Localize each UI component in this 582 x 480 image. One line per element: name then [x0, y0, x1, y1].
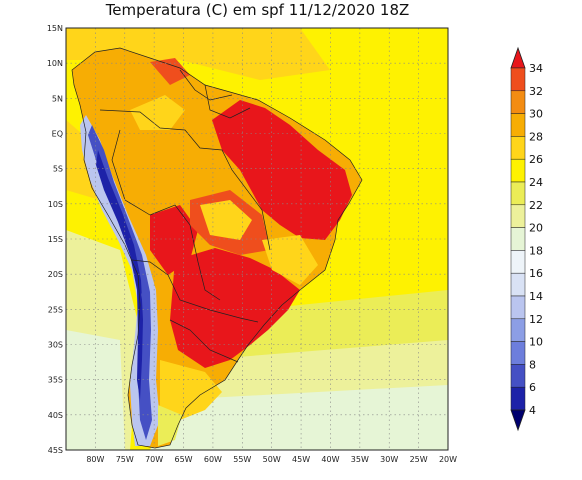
- longitude-label: 25W: [410, 455, 428, 464]
- longitude-label: 20W: [439, 455, 457, 464]
- country-border: [131, 259, 259, 323]
- latitude-label: 35S: [48, 376, 63, 385]
- latitude-labels: 15N 10N 5N EQ 5S 10S 15S 20S 25S 30S 35S 40S 45S: [47, 24, 63, 455]
- colorbar: [510, 46, 526, 432]
- colorbar-label: 30: [529, 108, 543, 121]
- andes-cold-core: [88, 125, 152, 440]
- andes-very-cold: [96, 150, 143, 400]
- colorbar-segment: [510, 90, 526, 114]
- colorbar-segment: [510, 364, 526, 388]
- colorbar-segment: [510, 204, 526, 228]
- latitude-label: 15N: [47, 24, 63, 33]
- colorbar-label: 8: [529, 358, 536, 371]
- colorbar-bottom-arrow: [510, 409, 526, 432]
- bolivia-hot-zone: [150, 205, 198, 275]
- colorbar-label: 22: [529, 199, 543, 212]
- longitude-label: 40W: [321, 455, 339, 464]
- colorbar-segment: [510, 227, 526, 251]
- colorbar-label: 18: [529, 244, 543, 257]
- colorbar-segment: [510, 113, 526, 137]
- latitude-label: 30S: [48, 341, 63, 350]
- country-border: [149, 204, 221, 301]
- country-border: [99, 109, 271, 251]
- patagonia-warm-zone: [160, 360, 222, 420]
- northeast-hot-zone: [212, 100, 352, 240]
- longitude-label: 30W: [380, 455, 398, 464]
- amazon-warm-patch: [200, 200, 252, 240]
- map-title: Temperatura (C) em spf 11/12/2020 18Z: [105, 1, 410, 19]
- latitude-label: EQ: [52, 130, 63, 139]
- colorbar-label: 6: [529, 381, 536, 394]
- latitude-label: 10S: [48, 200, 63, 209]
- map-grid: [66, 28, 448, 450]
- latitude-label: 5N: [52, 94, 63, 103]
- latitude-label: 15S: [48, 235, 63, 244]
- country-borders: [71, 47, 363, 449]
- cold-ocean-band: [150, 385, 448, 450]
- longitude-label: 80W: [86, 455, 104, 464]
- latitude-label: 5S: [53, 165, 63, 174]
- colorbar-label: 32: [529, 85, 543, 98]
- colorbar-segment: [510, 386, 526, 411]
- longitude-labels: 80W 75W 70W 65W 60W 55W 50W 45W 40W 35W 30W 25W 20W: [86, 455, 457, 464]
- longitude-label: 75W: [116, 455, 134, 464]
- country-border: [169, 319, 239, 363]
- patagonia-mild-zone: [158, 405, 182, 446]
- colorbar-segment: [510, 341, 526, 365]
- colorbar-label: 24: [529, 176, 543, 189]
- colorbar-segment: [510, 136, 526, 160]
- southeast-warm-patch: [262, 235, 318, 285]
- latitude-label: 40S: [48, 411, 63, 420]
- country-border: [71, 47, 363, 449]
- latitude-label: 45S: [48, 446, 63, 455]
- longitude-label: 45W: [292, 455, 310, 464]
- longitude-label: 50W: [263, 455, 281, 464]
- colorbar-segment: [510, 181, 526, 206]
- colorbar-segment: [510, 295, 526, 320]
- longitude-label: 65W: [174, 455, 192, 464]
- colorbar-segment: [510, 250, 526, 274]
- colorbar-segment: [510, 272, 526, 297]
- latitude-label: 10N: [47, 59, 63, 68]
- guiana-hot-patch: [150, 58, 190, 85]
- colorbar-label: 10: [529, 336, 543, 349]
- colorbar-labels: 34 32 30 28 26 24 22 20 18 16 14 12 10 8 6 4: [529, 62, 543, 417]
- colorbar-label: 4: [529, 404, 536, 417]
- map-frame: [65, 27, 449, 451]
- map-field: [66, 28, 448, 450]
- longitude-label: 60W: [204, 455, 222, 464]
- latitude-label: 25S: [48, 305, 63, 314]
- longitude-label: 35W: [351, 455, 369, 464]
- northwest-amazon-patch: [130, 95, 185, 130]
- colorbar-label: 16: [529, 267, 543, 280]
- longitude-label: 70W: [145, 455, 163, 464]
- latitude-label: 20S: [48, 270, 63, 279]
- colorbar-top-arrow: [510, 46, 526, 69]
- colorbar-segment: [510, 67, 526, 92]
- north-warm-patch: [66, 28, 330, 80]
- colorbar-segment: [510, 318, 526, 342]
- colorbar-label: 28: [529, 130, 543, 143]
- central-hot-zone: [170, 248, 300, 368]
- colorbar-label: 20: [529, 222, 543, 235]
- colorbar-label: 12: [529, 313, 543, 326]
- longitude-label: 55W: [233, 455, 251, 464]
- colorbar-label: 26: [529, 153, 543, 166]
- colorbar-label: 14: [529, 290, 543, 303]
- colorbar-label: 34: [529, 62, 543, 75]
- colorbar-segment: [510, 158, 526, 183]
- pacific-cold-band: [66, 330, 125, 450]
- country-border: [179, 69, 233, 101]
- country-border: [204, 84, 251, 119]
- country-border: [111, 129, 151, 216]
